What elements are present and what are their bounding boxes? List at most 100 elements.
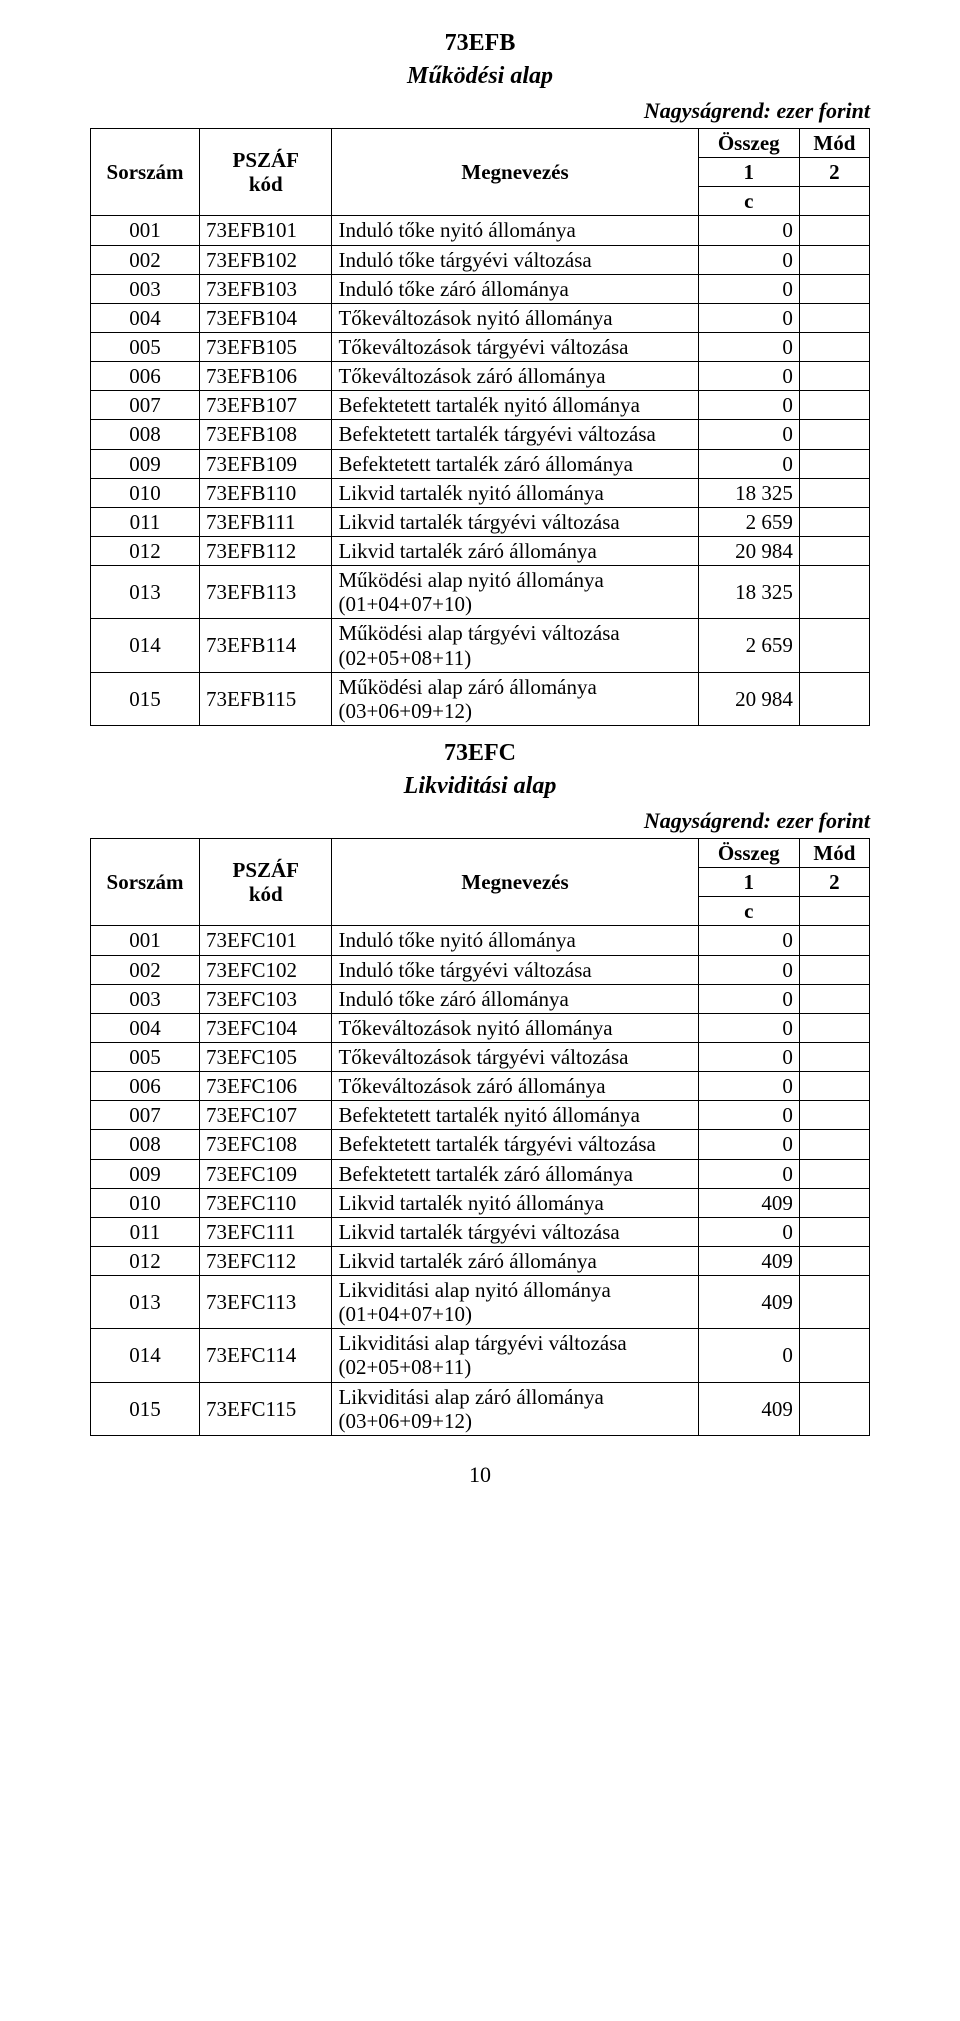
cell-kod: 73EFB109: [200, 449, 332, 478]
cell-mod: [799, 216, 869, 245]
cell-osszeg: 0: [698, 1072, 799, 1101]
cell-kod: 73EFC104: [200, 1013, 332, 1042]
cell-megnevezes: Likvid tartalék tárgyévi változása: [332, 507, 698, 536]
cell-osszeg: 0: [698, 332, 799, 361]
cell-osszeg: 0: [698, 391, 799, 420]
cell-sorszam: 005: [91, 332, 200, 361]
page-number: 10: [90, 1462, 870, 1488]
cell-osszeg: 409: [698, 1188, 799, 1217]
cell-mod: [799, 1013, 869, 1042]
cell-kod: 73EFC109: [200, 1159, 332, 1188]
col-subheader-empty: [799, 897, 869, 926]
cell-kod: 73EFB113: [200, 566, 332, 619]
cell-megnevezes: Befektetett tartalék nyitó állománya: [332, 1101, 698, 1130]
cell-megnevezes: Likvid tartalék tárgyévi változása: [332, 1217, 698, 1246]
cell-sorszam: 014: [91, 1329, 200, 1382]
cell-mod: [799, 1130, 869, 1159]
cell-mod: [799, 1188, 869, 1217]
col-header-sorszam: Sorszám: [91, 838, 200, 925]
cell-sorszam: 006: [91, 362, 200, 391]
cell-kod: 73EFB110: [200, 478, 332, 507]
cell-kod: 73EFB115: [200, 672, 332, 725]
col-header-mod: Mód: [799, 129, 869, 158]
cell-sorszam: 005: [91, 1042, 200, 1071]
table-row: 00373EFC103Induló tőke záró állománya0: [91, 984, 870, 1013]
cell-sorszam: 003: [91, 984, 200, 1013]
cell-mod: [799, 1072, 869, 1101]
table-row: 01073EFC110Likvid tartalék nyitó állomán…: [91, 1188, 870, 1217]
cell-sorszam: 008: [91, 420, 200, 449]
cell-sorszam: 001: [91, 216, 200, 245]
col-subheader-two: 2: [799, 868, 869, 897]
cell-sorszam: 007: [91, 1101, 200, 1130]
cell-mod: [799, 274, 869, 303]
cell-megnevezes: Likvid tartalék nyitó állománya: [332, 478, 698, 507]
cell-megnevezes: Induló tőke nyitó állománya: [332, 216, 698, 245]
cell-osszeg: 0: [698, 274, 799, 303]
cell-kod: 73EFB106: [200, 362, 332, 391]
cell-sorszam: 010: [91, 478, 200, 507]
table-row: 01473EFB114Működési alap tárgyévi változ…: [91, 619, 870, 672]
cell-sorszam: 004: [91, 303, 200, 332]
table-row: 00973EFC109Befektetett tartalék záró áll…: [91, 1159, 870, 1188]
data-table: SorszámPSZÁFkódMegnevezésÖsszegMód12c001…: [90, 128, 870, 726]
table-row: 00673EFC106Tőkeváltozások záró állománya…: [91, 1072, 870, 1101]
cell-osszeg: 0: [698, 955, 799, 984]
cell-mod: [799, 507, 869, 536]
cell-mod: [799, 332, 869, 361]
cell-osszeg: 0: [698, 1329, 799, 1382]
table-row: 00373EFB103Induló tőke záró állománya0: [91, 274, 870, 303]
cell-megnevezes: Likviditási alap nyitó állománya (01+04+…: [332, 1276, 698, 1329]
table-row: 00873EFC108Befektetett tartalék tárgyévi…: [91, 1130, 870, 1159]
cell-mod: [799, 1042, 869, 1071]
cell-kod: 73EFC110: [200, 1188, 332, 1217]
cell-osszeg: 0: [698, 926, 799, 955]
cell-osszeg: 0: [698, 1159, 799, 1188]
cell-osszeg: 0: [698, 1042, 799, 1071]
table-row: 00273EFB102Induló tőke tárgyévi változás…: [91, 245, 870, 274]
cell-osszeg: 409: [698, 1246, 799, 1275]
cell-kod: 73EFC106: [200, 1072, 332, 1101]
section-code: 73EFC: [90, 740, 870, 767]
cell-mod: [799, 619, 869, 672]
cell-osszeg: 0: [698, 449, 799, 478]
cell-megnevezes: Befektetett tartalék tárgyévi változása: [332, 420, 698, 449]
cell-mod: [799, 984, 869, 1013]
cell-osszeg: 0: [698, 1217, 799, 1246]
table-row: 01373EFC113Likviditási alap nyitó állomá…: [91, 1276, 870, 1329]
cell-megnevezes: Tőkeváltozások tárgyévi változása: [332, 1042, 698, 1071]
cell-kod: 73EFC115: [200, 1382, 332, 1435]
cell-osszeg: 0: [698, 303, 799, 332]
cell-osszeg: 0: [698, 1130, 799, 1159]
col-header-mod: Mód: [799, 838, 869, 867]
table-row: 01273EFB112Likvid tartalék záró állomány…: [91, 536, 870, 565]
cell-megnevezes: Befektetett tartalék záró állománya: [332, 449, 698, 478]
cell-osszeg: 0: [698, 245, 799, 274]
cell-megnevezes: Befektetett tartalék tárgyévi változása: [332, 1130, 698, 1159]
cell-osszeg: 20 984: [698, 672, 799, 725]
col-subheader-c: c: [698, 897, 799, 926]
cell-kod: 73EFB103: [200, 274, 332, 303]
cell-kod: 73EFB104: [200, 303, 332, 332]
table-row: 01273EFC112Likvid tartalék záró állomány…: [91, 1246, 870, 1275]
unit-label: Nagyságrend: ezer forint: [90, 98, 870, 124]
cell-kod: 73EFB105: [200, 332, 332, 361]
cell-mod: [799, 449, 869, 478]
cell-megnevezes: Induló tőke tárgyévi változása: [332, 245, 698, 274]
table-row: 00873EFB108Befektetett tartalék tárgyévi…: [91, 420, 870, 449]
table-row: 01073EFB110Likvid tartalék nyitó állomán…: [91, 478, 870, 507]
cell-megnevezes: Induló tőke nyitó állománya: [332, 926, 698, 955]
cell-kod: 73EFB101: [200, 216, 332, 245]
table-row: 00273EFC102Induló tőke tárgyévi változás…: [91, 955, 870, 984]
cell-kod: 73EFC111: [200, 1217, 332, 1246]
cell-kod: 73EFC103: [200, 984, 332, 1013]
cell-megnevezes: Likviditási alap tárgyévi változása (02+…: [332, 1329, 698, 1382]
table-row: 00473EFC104Tőkeváltozások nyitó állomány…: [91, 1013, 870, 1042]
cell-osszeg: 0: [698, 420, 799, 449]
col-header-sorszam: Sorszám: [91, 129, 200, 216]
col-subheader-empty: [799, 187, 869, 216]
col-subheader-two: 2: [799, 158, 869, 187]
col-subheader-one: 1: [698, 868, 799, 897]
cell-kod: 73EFC102: [200, 955, 332, 984]
cell-osszeg: 18 325: [698, 566, 799, 619]
